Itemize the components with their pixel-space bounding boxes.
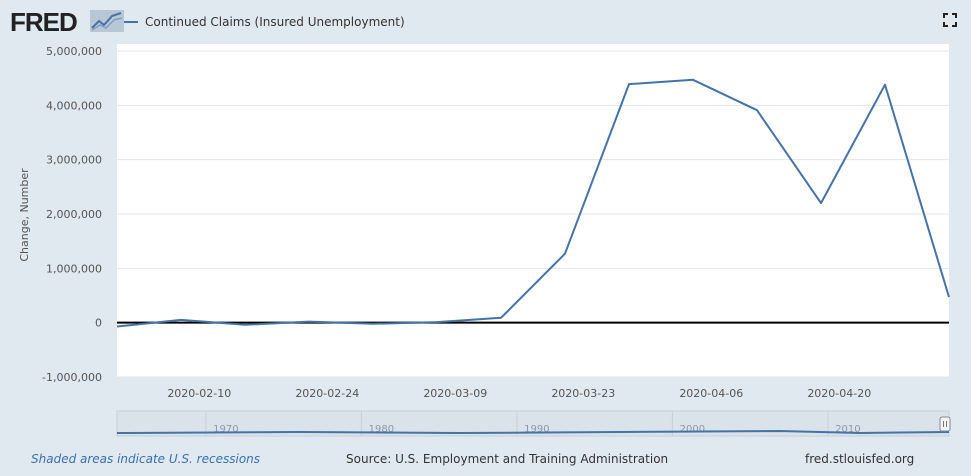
navigator-tick-label: 2000: [680, 424, 705, 435]
chart-header: FRED Continued Claims (Insured Unemploym…: [0, 0, 971, 44]
x-tick-label: 2020-02-24: [295, 387, 359, 400]
line-chart: -1,000,000 0 1,000,000 2,000,000 3,000,000 4,…: [18, 44, 952, 437]
y-axis-label: Change, Number: [18, 168, 31, 262]
y-tick-label: 0: [95, 317, 102, 330]
y-tick-label: 5,000,000: [46, 45, 102, 58]
y-tick-label: 1,000,000: [46, 262, 102, 275]
y-axis-ticks: -1,000,000 0 1,000,000 2,000,000 3,000,000 4,…: [42, 45, 102, 384]
legend-series-label: Continued Claims (Insured Unemployment): [145, 15, 405, 29]
data-point[interactable]: [178, 317, 184, 323]
source-text: Source: U.S. Employment and Training Adm…: [346, 452, 669, 466]
data-point[interactable]: [562, 251, 568, 257]
data-point[interactable]: [882, 82, 888, 88]
data-point[interactable]: [242, 322, 248, 328]
fullscreen-icon[interactable]: [943, 13, 957, 27]
navigator-tick-label: 1970: [213, 424, 238, 435]
navigator[interactable]: 1970 1980 1990 2000 2010: [116, 410, 951, 437]
data-point[interactable]: [690, 77, 696, 83]
series-line-continued-claims[interactable]: [116, 78, 950, 328]
fred-url-link[interactable]: fred.stlouisfed.org: [805, 452, 915, 466]
plot-area: [117, 44, 949, 377]
y-tick-label: 2,000,000: [46, 208, 102, 221]
legend-line-swatch: [124, 21, 138, 23]
fred-logo-graph-icon: [90, 10, 124, 32]
fred-logo-text: FRED: [10, 7, 78, 37]
navigator-tick-label: 1990: [524, 424, 549, 435]
data-point[interactable]: [946, 294, 952, 300]
x-tick-label: 2020-03-23: [551, 387, 615, 400]
x-tick-label: 2020-04-06: [679, 387, 743, 400]
navigator-tick-label: 2010: [835, 424, 860, 435]
x-tick-label: 2020-02-10: [167, 387, 231, 400]
y-tick-label: 4,000,000: [46, 99, 102, 112]
x-axis-ticks: 2020-02-10 2020-02-24 2020-03-09 2020-03-23…: [167, 387, 871, 400]
data-point[interactable]: [498, 315, 504, 321]
x-tick-label: 2020-03-09: [423, 387, 487, 400]
data-point[interactable]: [818, 200, 824, 206]
recessions-note-link[interactable]: Shaded areas indicate U.S. recessions: [31, 452, 261, 466]
data-point[interactable]: [370, 321, 376, 327]
navigator-tick-label: 1980: [369, 424, 394, 435]
x-tick-label: 2020-04-20: [807, 387, 871, 400]
navigator-series-line: [116, 429, 950, 435]
data-point[interactable]: [754, 107, 760, 113]
navigator-handle[interactable]: [939, 416, 951, 432]
y-tick-label: -1,000,000: [42, 371, 102, 384]
chart-legend[interactable]: Continued Claims (Insured Unemployment): [124, 13, 405, 31]
data-point[interactable]: [306, 319, 312, 325]
data-point[interactable]: [114, 323, 120, 329]
y-tick-label: 3,000,000: [46, 154, 102, 167]
data-point[interactable]: [434, 319, 440, 325]
data-point[interactable]: [626, 81, 632, 87]
